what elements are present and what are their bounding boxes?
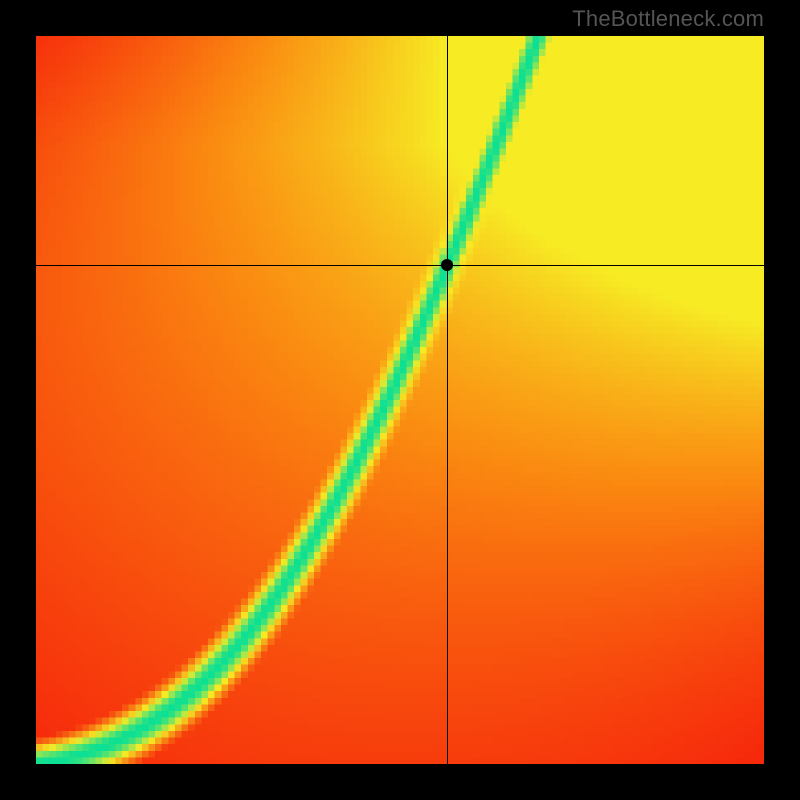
heatmap-canvas xyxy=(36,36,764,764)
crosshair-vertical xyxy=(447,36,448,764)
watermark-text: TheBottleneck.com xyxy=(572,6,764,32)
heatmap-plot xyxy=(36,36,764,764)
selection-marker xyxy=(441,259,453,271)
crosshair-horizontal xyxy=(36,265,764,266)
